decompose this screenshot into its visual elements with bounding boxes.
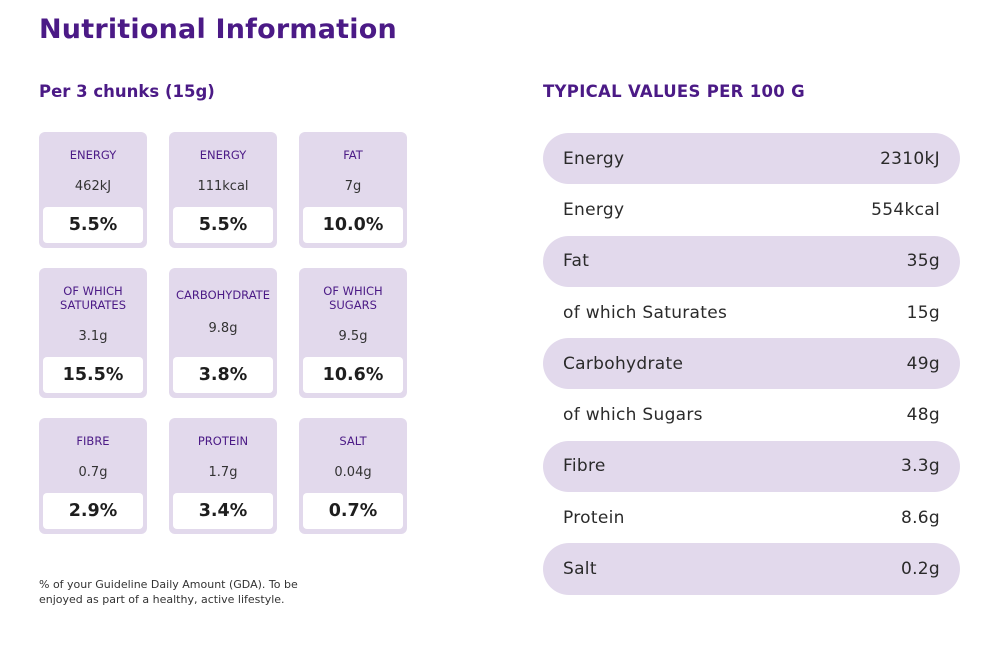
- table-row: Energy 554kcal: [543, 184, 960, 235]
- card-saturates: OF WHICH SATURATES 3.1g 15.5%: [39, 268, 147, 398]
- row-value: 0.2g: [900, 559, 940, 580]
- card-label: FAT: [343, 148, 363, 162]
- card-fibre: FIBRE 0.7g 2.9%: [39, 418, 147, 534]
- typical-values-table: Energy 2310kJ Energy 554kcal Fat 35g of …: [543, 133, 960, 595]
- row-value: 3.3g: [900, 456, 940, 477]
- table-row: Carbohydrate 49g: [543, 338, 960, 390]
- card-amount: 462kJ: [74, 179, 112, 194]
- per-serving-grid: ENERGY 462kJ 5.5% ENERGY 111kcal 5.5% FA…: [39, 132, 407, 534]
- row-label: of which Saturates: [563, 302, 728, 323]
- card-gda-percent: 5.5%: [43, 207, 143, 243]
- table-row: of which Saturates 15g: [543, 287, 960, 338]
- card-protein: PROTEIN 1.7g 3.4%: [169, 418, 277, 534]
- card-gda-percent: 2.9%: [43, 493, 143, 529]
- card-fat: FAT 7g 10.0%: [299, 132, 407, 248]
- card-amount: 9.5g: [338, 329, 368, 344]
- row-label: Carbohydrate: [563, 353, 684, 374]
- row-label: Salt: [563, 559, 597, 580]
- row-value: 48g: [906, 405, 940, 426]
- row-value: 2310kJ: [880, 148, 940, 169]
- card-label: FIBRE: [76, 434, 110, 448]
- card-amount: 0.7g: [78, 465, 108, 480]
- card-amount: 111kcal: [197, 179, 249, 194]
- card-gda-percent: 3.4%: [173, 493, 273, 529]
- card-amount: 1.7g: [208, 465, 238, 480]
- card-salt: SALT 0.04g 0.7%: [299, 418, 407, 534]
- card-label: PROTEIN: [197, 434, 249, 448]
- table-row: of which Sugars 48g: [543, 389, 960, 440]
- row-label: Fibre: [563, 456, 606, 477]
- table-row: Salt 0.2g: [543, 543, 960, 595]
- row-value: 554kcal: [871, 199, 940, 220]
- card-gda-percent: 0.7%: [303, 493, 403, 529]
- row-label: Energy: [563, 148, 625, 169]
- card-label: ENERGY: [199, 148, 247, 162]
- card-gda-percent: 15.5%: [43, 357, 143, 393]
- card-gda-percent: 5.5%: [173, 207, 273, 243]
- card-label: ENERGY: [69, 148, 117, 162]
- card-gda-percent: 10.6%: [303, 357, 403, 393]
- row-value: 8.6g: [900, 507, 940, 528]
- table-row: Fibre 3.3g: [543, 440, 960, 493]
- card-label: OF WHICH SUGARS: [323, 284, 383, 312]
- gda-footnote: % of your Guideline Daily Amount (GDA). …: [39, 578, 298, 606]
- card-energy-kj: ENERGY 462kJ 5.5%: [39, 132, 147, 248]
- row-label: Protein: [563, 507, 625, 528]
- row-value: 15g: [906, 302, 940, 323]
- card-label: CARBOHYDRATE: [176, 288, 270, 302]
- row-label: Fat: [563, 251, 590, 272]
- card-carbohydrate: CARBOHYDRATE 9.8g 3.8%: [169, 268, 277, 398]
- card-amount: 0.04g: [334, 465, 372, 480]
- row-label: Energy: [563, 199, 625, 220]
- card-amount: 3.1g: [78, 329, 108, 344]
- card-sugars: OF WHICH SUGARS 9.5g 10.6%: [299, 268, 407, 398]
- card-gda-percent: 10.0%: [303, 207, 403, 243]
- card-energy-kcal: ENERGY 111kcal 5.5%: [169, 132, 277, 248]
- card-amount: 9.8g: [208, 321, 238, 336]
- row-value: 49g: [906, 353, 940, 374]
- table-row: Protein 8.6g: [543, 492, 960, 543]
- row-value: 35g: [906, 251, 940, 272]
- row-label: of which Sugars: [563, 405, 703, 426]
- card-amount: 7g: [344, 179, 362, 194]
- page-title: Nutritional Information: [39, 14, 397, 45]
- per-serving-heading: Per 3 chunks (15g): [39, 82, 215, 101]
- table-row: Energy 2310kJ: [543, 133, 960, 185]
- table-row: Fat 35g: [543, 235, 960, 287]
- card-label: SALT: [339, 434, 367, 448]
- card-gda-percent: 3.8%: [173, 357, 273, 393]
- card-label: OF WHICH SATURATES: [59, 284, 127, 312]
- typical-values-heading: TYPICAL VALUES PER 100 G: [543, 82, 805, 101]
